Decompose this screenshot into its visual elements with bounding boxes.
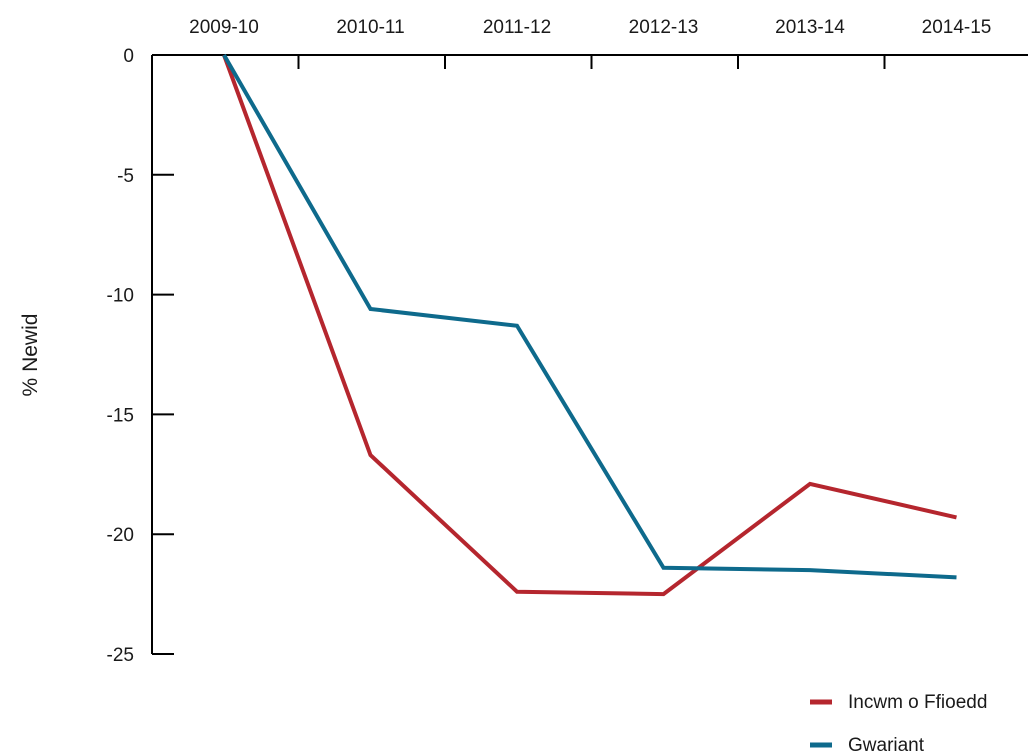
y-tick-label: -20 [107, 525, 134, 546]
x-tick-label: 2010-11 [336, 17, 404, 38]
x-tick-label: 2011-12 [483, 17, 551, 38]
y-tick-label: -5 [117, 166, 134, 187]
y-axis-title: % Newid [19, 314, 42, 397]
legend-label: Gwariant [848, 735, 925, 756]
axes [151, 54, 1028, 654]
legend: Incwm o Ffioedd Gwariant [810, 692, 987, 756]
y-tick-label: -10 [107, 286, 134, 307]
x-ticks: 2009-10 2010-11 2011-12 2012-13 2013-14 2014-… [151, 17, 992, 69]
y-tick-label: 0 [123, 46, 134, 67]
series-group [222, 54, 957, 597]
legend-label: Incwm o Ffioedd [848, 692, 987, 713]
x-tick-label: 2013-14 [775, 17, 845, 38]
series-line-1 [222, 54, 957, 580]
x-tick-label: 2012-13 [629, 17, 699, 38]
y-tick-label: -25 [107, 645, 134, 666]
x-tick-label: 2014-15 [922, 17, 992, 38]
y-tick-label: -15 [107, 405, 134, 426]
x-tick-label: 2009-10 [189, 17, 259, 38]
y-ticks: 0 -5 -10 -15 -20 -25 [107, 46, 174, 666]
series-line-0 [222, 54, 957, 597]
